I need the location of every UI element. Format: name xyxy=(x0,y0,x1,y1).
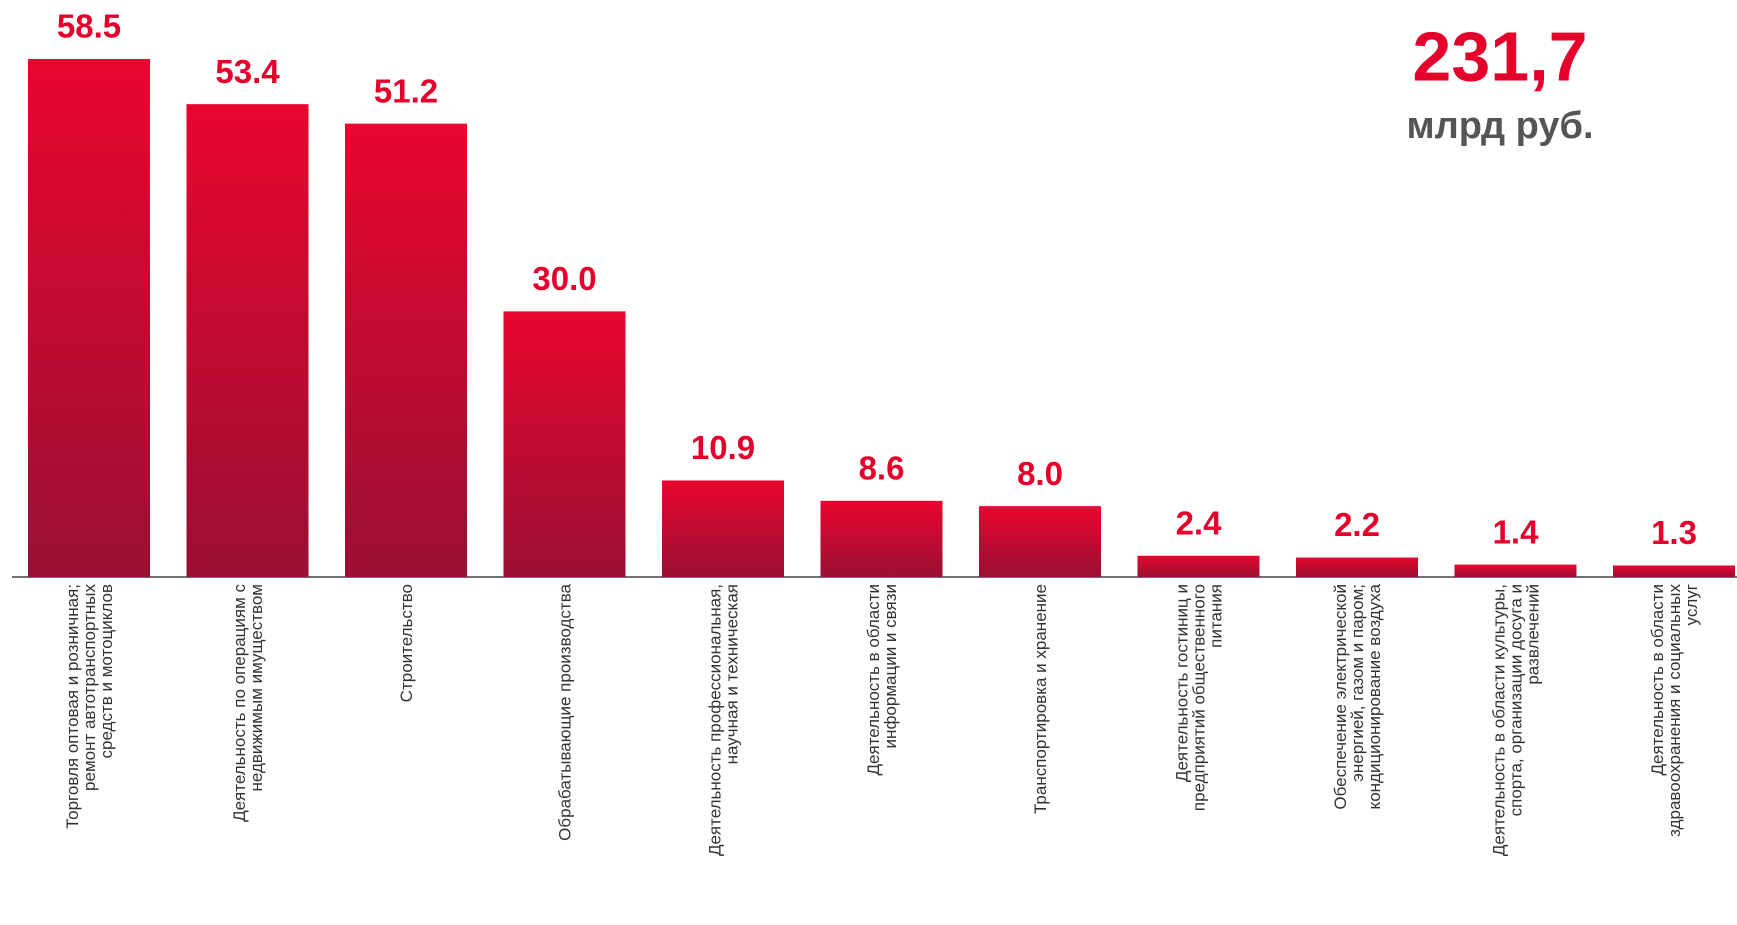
value-label: 10.9 xyxy=(691,429,755,466)
total-unit: млрд руб. xyxy=(1406,105,1593,147)
bar xyxy=(1613,565,1735,577)
value-label: 2.4 xyxy=(1176,504,1223,541)
bar xyxy=(820,500,943,577)
bar xyxy=(662,480,784,577)
x-tick-label: Обрабатывающие производства xyxy=(556,583,575,840)
value-label: 53.4 xyxy=(215,53,280,90)
bar xyxy=(979,506,1101,577)
total-value: 231,7 xyxy=(1412,17,1587,95)
bar xyxy=(345,123,467,577)
value-label: 51.2 xyxy=(374,72,438,109)
x-tick-label: Строительство xyxy=(397,584,416,702)
x-tick-label: Обеспечение электрическойэнергией, газом… xyxy=(1331,583,1384,809)
value-label: 8.0 xyxy=(1017,455,1063,492)
value-label: 2.2 xyxy=(1334,506,1380,543)
x-tick-label: Деятельность профессиональная,научная и … xyxy=(706,584,742,856)
x-tick-label: Деятельность в областиинформации и связи xyxy=(864,584,900,775)
x-tick-label: Торговля оптовая и розничная;ремонт авто… xyxy=(63,584,116,829)
bar xyxy=(1454,564,1577,577)
x-tick-label: Деятельность в области культуры,спорта, … xyxy=(1490,584,1543,856)
bar xyxy=(28,59,150,577)
value-label: 58.5 xyxy=(57,8,121,45)
value-label: 1.4 xyxy=(1493,513,1540,550)
x-tick-label: Деятельность гостиниц ипредприятий общес… xyxy=(1173,584,1226,811)
bar xyxy=(1137,555,1260,577)
x-tick-label: Транспортировка и хранение xyxy=(1031,584,1050,814)
bar xyxy=(186,104,309,578)
value-label: 8.6 xyxy=(859,450,905,487)
value-label: 30.0 xyxy=(532,260,596,297)
value-label: 1.3 xyxy=(1651,514,1697,551)
bar xyxy=(1296,557,1418,577)
bar xyxy=(503,311,626,577)
x-tick-label: Деятельность по операциям снедвижимым им… xyxy=(230,584,266,822)
x-tick-label: Деятельность в областиздравоохранения и … xyxy=(1648,584,1701,837)
